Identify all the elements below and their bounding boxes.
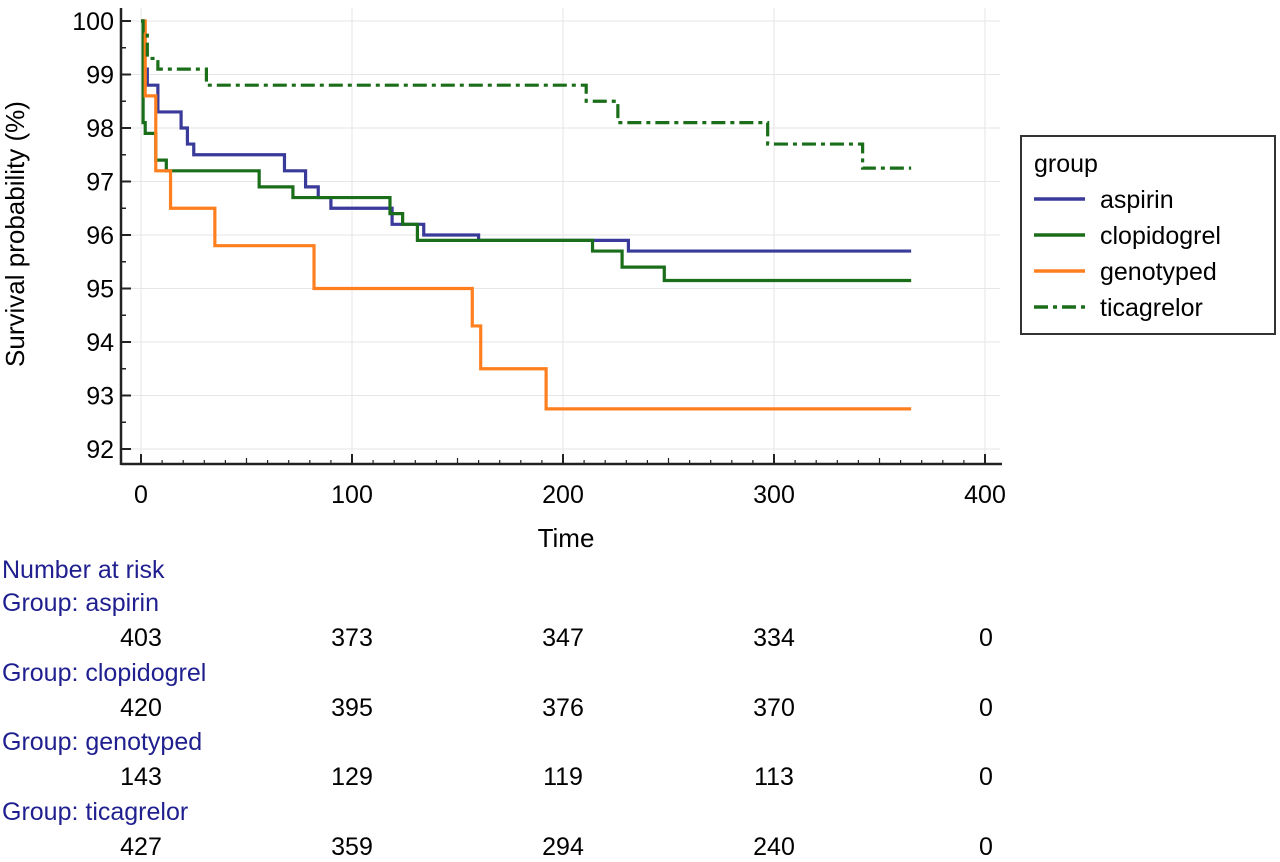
risk-count: 334 (753, 624, 795, 652)
grid (121, 8, 1000, 464)
legend-label-genotyped: genotyped (1100, 258, 1217, 286)
risk-count: 294 (542, 832, 584, 861)
y-tick-label: 97 (86, 169, 114, 197)
risk-group-label: Group: clopidogrel (2, 658, 207, 687)
axes (119, 8, 1002, 466)
risk-count: 129 (331, 763, 373, 791)
risk-count: 420 (120, 693, 162, 722)
risk-count: 0 (979, 832, 993, 861)
risk-count: 113 (754, 763, 794, 791)
risk-count: 347 (542, 624, 584, 652)
legend-label-clopidogrel: clopidogrel (1100, 222, 1221, 250)
curve-ticagrelor (141, 19, 912, 170)
risk-count: 403 (120, 624, 162, 652)
x-tick-label: 0 (134, 481, 148, 509)
curve-clopidogrel (141, 19, 912, 283)
risk-group-label: Group: aspirin (2, 589, 160, 617)
risk-count: 119 (543, 763, 583, 791)
y-tick-label: 96 (86, 222, 114, 250)
x-tick-label: 200 (542, 481, 584, 509)
risk-count: 0 (979, 693, 993, 722)
x-tick-label: 300 (753, 481, 795, 509)
risk-count: 0 (979, 624, 993, 652)
y-tick-label: 99 (86, 62, 114, 90)
x-tick-label: 400 (964, 481, 1006, 509)
risk-group-label: Group: ticagrelor (2, 797, 189, 826)
legend-label-aspirin: aspirin (1100, 186, 1174, 214)
curve-aspirin (141, 19, 912, 253)
risk-table-title: Number at risk (2, 556, 165, 584)
legend: group aspirin clopidogrel genotyped ticagre… (1020, 135, 1276, 335)
risk-count: 370 (753, 693, 795, 722)
risk-count: 240 (753, 832, 795, 861)
x-tick-label: 100 (331, 481, 373, 509)
curve-genotyped (141, 19, 912, 411)
risk-count: 395 (331, 693, 373, 722)
legend-label-ticagrelor: ticagrelor (1100, 294, 1203, 322)
y-tick-label: 95 (86, 276, 114, 304)
y-tick-label: 94 (86, 329, 114, 357)
y-tick-label: 93 (86, 383, 114, 411)
survival-chart: 92 93 94 95 96 97 98 99 100 0 100 200 300 400 Time Su… (0, 8, 1276, 553)
legend-title: group (1034, 150, 1098, 178)
risk-count: 0 (979, 763, 993, 791)
y-tick-label: 98 (86, 115, 114, 143)
risk-count: 427 (120, 832, 162, 861)
y-tick-label: 100 (72, 8, 114, 36)
y-axis-title: Survival probability (%) (0, 101, 30, 367)
risk-count: 143 (120, 763, 162, 791)
risk-count: 376 (542, 693, 584, 722)
x-axis-title: Time (538, 523, 595, 553)
risk-group-label: Group: genotyped (2, 728, 203, 756)
tick-labels: 92 93 94 95 96 97 98 99 100 0 100 200 300 400 (72, 8, 1006, 509)
y-tick-label: 92 (86, 436, 114, 464)
risk-count: 373 (331, 624, 373, 652)
risk-count: 359 (331, 832, 373, 861)
survival-curves (141, 19, 912, 411)
